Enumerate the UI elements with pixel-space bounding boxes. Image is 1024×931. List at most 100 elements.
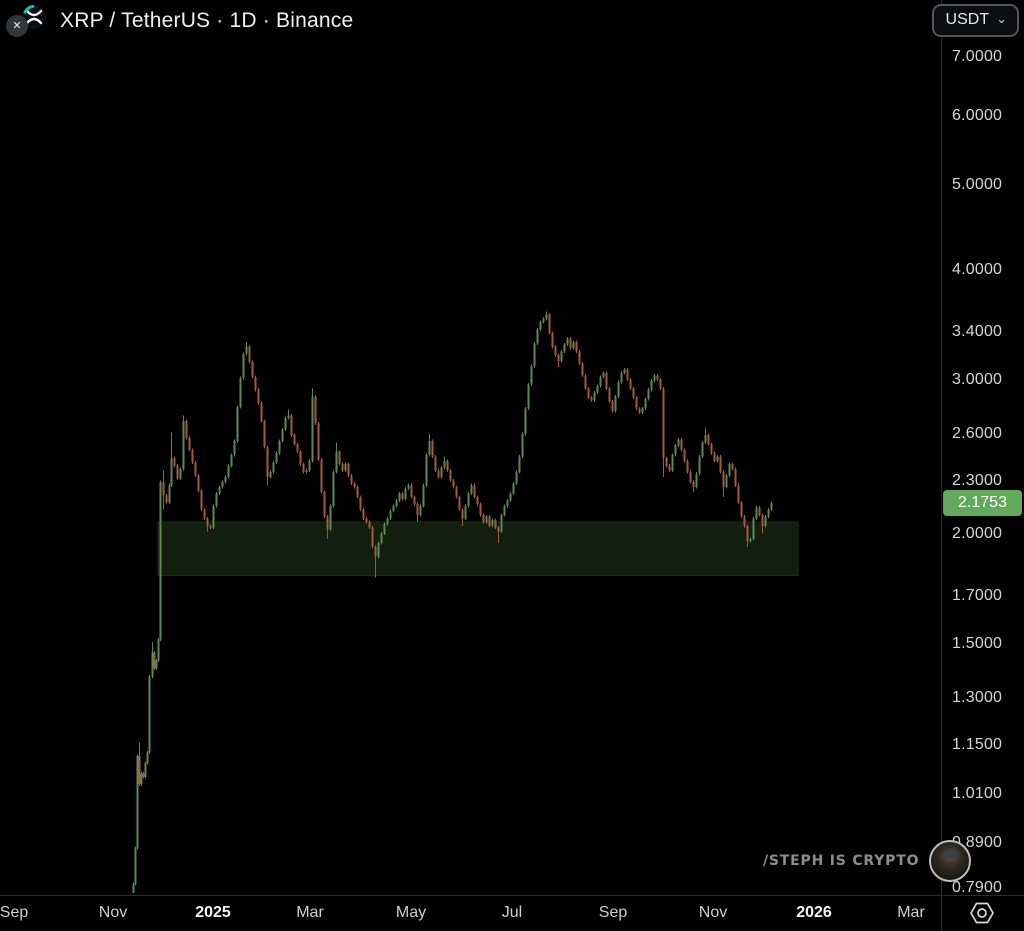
candle-body	[299, 451, 302, 465]
axis-separator-vertical	[941, 0, 942, 931]
candle-body	[446, 461, 449, 471]
candle-body	[368, 522, 371, 528]
price-axis-label: 2.0000	[952, 525, 1003, 543]
candle-body	[452, 480, 455, 487]
candle-body	[521, 433, 524, 457]
candle-body	[359, 497, 362, 510]
candle-body	[524, 408, 527, 434]
candle-body	[485, 516, 488, 523]
candle-body	[407, 485, 410, 489]
price-axis-label: 2.3000	[952, 471, 1003, 489]
time-axis-label: 2026	[796, 904, 832, 921]
candle-body	[506, 500, 509, 506]
candle-body	[539, 322, 542, 330]
candle-body	[653, 375, 656, 381]
currency-dropdown-label: USDT	[945, 11, 990, 28]
candle-body	[593, 392, 596, 401]
candle-body	[416, 504, 419, 515]
candle-body	[151, 652, 154, 677]
currency-dropdown[interactable]: USDT ⌄	[931, 4, 1019, 37]
price-axis-label: 2.6000	[952, 425, 1003, 443]
candle-body	[350, 475, 353, 484]
last-price-badge: 2.1753	[943, 490, 1022, 517]
candle-body	[165, 495, 168, 503]
candle-body	[443, 461, 446, 468]
candle-body	[431, 441, 434, 457]
candle-body	[434, 456, 437, 471]
time-axis-label: Nov	[698, 904, 728, 921]
candle-body	[458, 497, 461, 510]
candle-body	[389, 511, 392, 519]
price-axis-label: 3.4000	[952, 323, 1003, 341]
avatar	[929, 840, 972, 882]
candle-body	[638, 408, 641, 413]
candle-body	[162, 481, 165, 496]
candle-body	[236, 407, 239, 442]
candle-body	[206, 518, 209, 526]
candle-body	[212, 505, 215, 528]
candle-body	[560, 351, 563, 361]
time-axis-label: Nov	[98, 904, 128, 921]
candle-body	[275, 453, 278, 463]
candle-body	[326, 516, 329, 530]
candle-body	[542, 318, 545, 323]
candle-body	[317, 423, 320, 460]
candle-body	[455, 486, 458, 498]
candle-body	[386, 518, 389, 524]
candle-body	[383, 523, 386, 534]
candle-body	[323, 492, 326, 517]
candle-body	[602, 373, 605, 377]
candle-body	[530, 365, 533, 385]
settings-gear-icon[interactable]	[966, 899, 998, 927]
candle-body	[683, 450, 686, 461]
candle-body	[332, 472, 335, 506]
support-zone[interactable]	[157, 521, 799, 576]
candle-body	[245, 346, 248, 354]
candle-body	[728, 464, 731, 476]
candle-body	[695, 473, 698, 487]
candle-body	[335, 451, 338, 473]
candle-body	[144, 762, 147, 777]
candle-body	[138, 756, 141, 785]
candle-body	[620, 373, 623, 382]
candle-body	[518, 456, 521, 473]
candle-body	[515, 472, 518, 484]
price-axis[interactable]: 7.0000 6.0000 5.0000 4.0000 3.4000 3.0000 2.60…	[942, 0, 1024, 896]
candle-body	[401, 493, 404, 499]
candle-body	[425, 454, 428, 486]
price-axis-label: 4.0000	[952, 261, 1003, 279]
candle-body	[590, 397, 593, 401]
candle-body	[509, 493, 512, 501]
candle-body	[188, 438, 191, 451]
candle-body	[617, 382, 620, 397]
candle-body	[410, 485, 413, 498]
candle-body	[761, 514, 764, 526]
candle-body	[293, 435, 296, 445]
close-icon[interactable]: ✕	[6, 15, 28, 37]
candle-body	[491, 520, 494, 526]
candle-body	[650, 380, 653, 390]
candle-body	[767, 509, 770, 517]
price-axis-label: 0.7900	[952, 878, 1003, 896]
candle-body	[404, 488, 407, 499]
candle-body	[218, 486, 221, 494]
candle-body	[200, 490, 203, 510]
candle-body	[632, 388, 635, 398]
price-axis-label: 1.1500	[952, 735, 1003, 753]
candle-body	[341, 464, 344, 471]
candle-body	[668, 465, 671, 471]
candle-body	[449, 470, 452, 481]
candle-body	[311, 396, 314, 461]
candle-body	[665, 457, 668, 466]
time-axis-label: Sep	[0, 904, 29, 921]
candle-body	[233, 441, 236, 455]
candle-body	[272, 462, 275, 473]
candle-body	[422, 485, 425, 506]
candle-body	[680, 439, 683, 451]
candle-body	[440, 467, 443, 477]
candle-body	[743, 516, 746, 526]
candle-body	[470, 485, 473, 494]
candle-body	[512, 483, 515, 494]
time-axis[interactable]: Sep Nov 2025 Mar May Jul Sep Nov 2026 Mar	[0, 896, 941, 931]
candlestick-chart[interactable]	[0, 0, 941, 893]
